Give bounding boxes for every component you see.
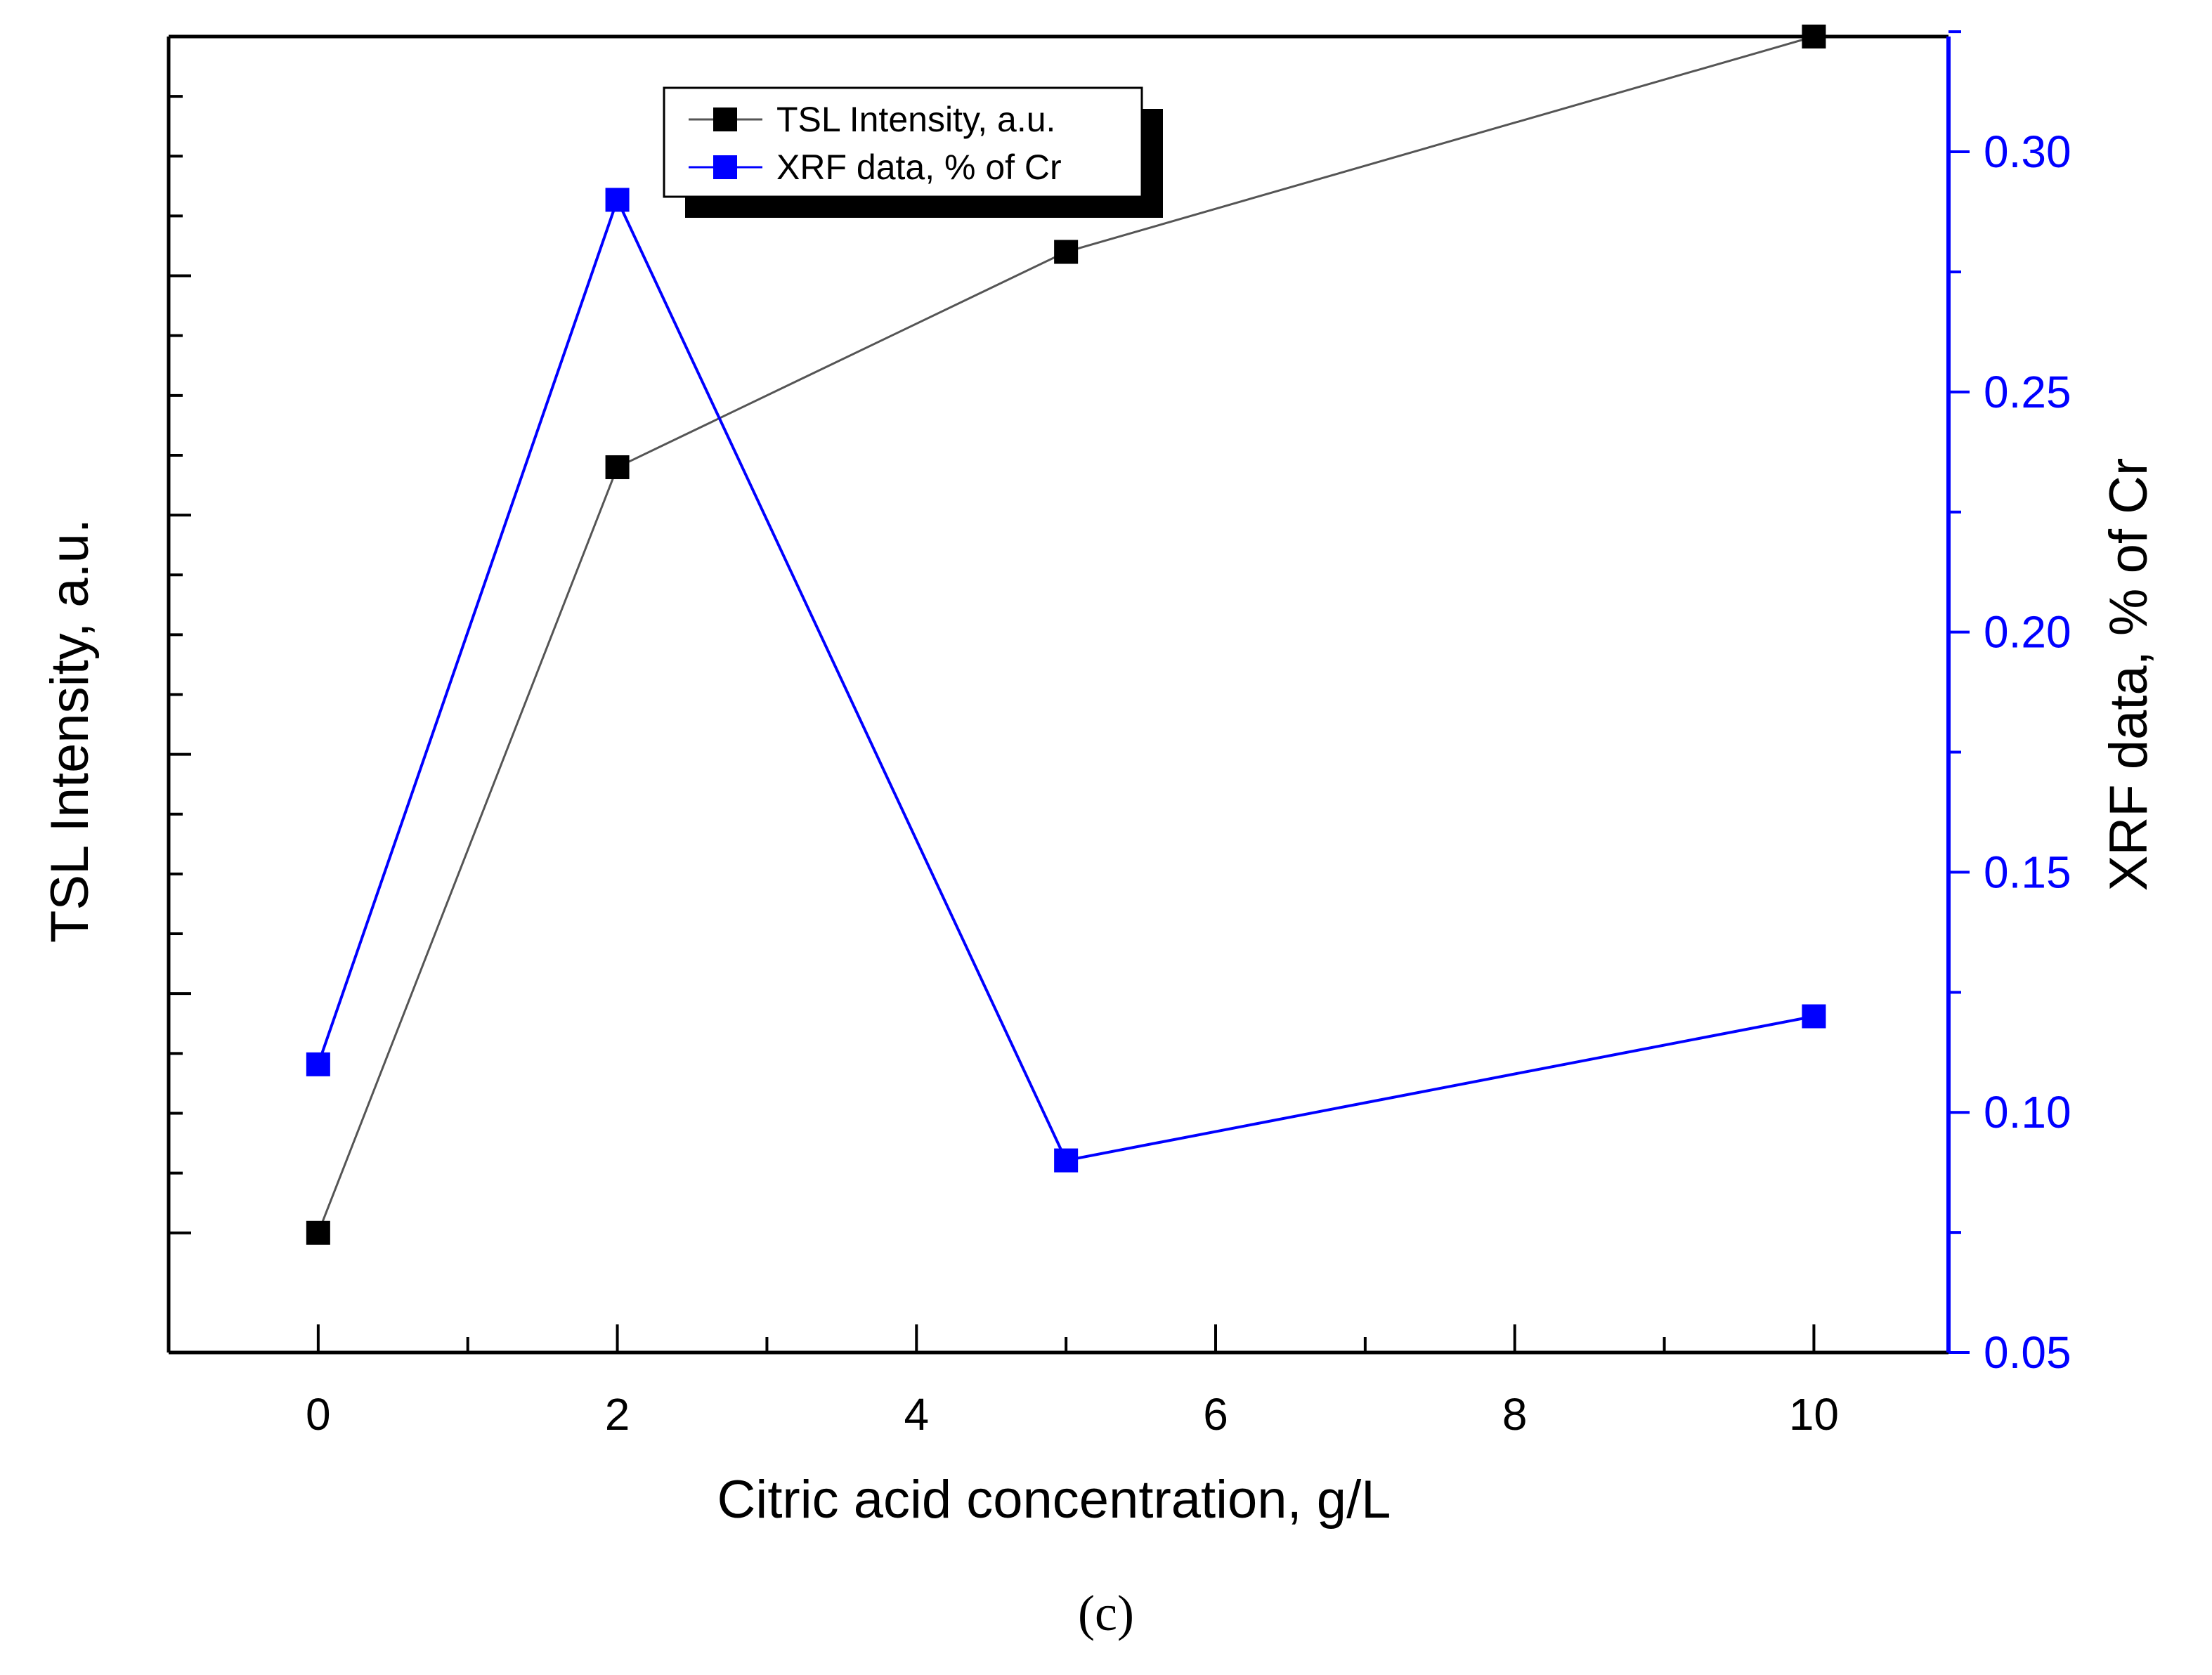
x-tick-label: 6 [1203, 1389, 1228, 1440]
x-axis-title: Citric acid concentration, g/L [717, 1470, 1391, 1530]
data-point-tsl [306, 1220, 330, 1245]
data-point-xrf [1054, 1148, 1079, 1173]
figure-caption: (c) [1078, 1585, 1134, 1641]
x-tick-label: 2 [605, 1389, 630, 1440]
right-tick-label: 0.20 [1984, 607, 2071, 658]
series-line-xrf [316, 196, 1814, 1162]
right-tick-label: 0.25 [1984, 367, 2071, 417]
left-axis-title: TSL Intensity, a.u. [40, 519, 100, 943]
legend-marker [713, 107, 737, 131]
series-line-tsl [317, 35, 1814, 1234]
x-tick-label: 10 [1789, 1389, 1839, 1440]
legend: TSL Intensity, a.u. XRF data, % of Cr [663, 86, 1163, 218]
x-tick-label: 0 [306, 1389, 331, 1440]
data-point-tsl [1054, 240, 1079, 264]
x-tick-label: 4 [904, 1389, 929, 1440]
legend-label: TSL Intensity, a.u. [776, 100, 1055, 139]
data-point-xrf [1802, 1004, 1826, 1029]
series-layer [306, 25, 1826, 1245]
data-point-tsl [605, 455, 630, 479]
data-point-xrf [306, 1052, 330, 1076]
right-tick-label: 0.15 [1984, 847, 2071, 897]
legend-marker [713, 155, 737, 179]
axes: 0 2 4 6 8 10 0.05 0.10 0.15 0.20 0.25 0.30 [167, 30, 2071, 1440]
data-point-tsl [1802, 25, 1826, 48]
right-tick-label: 0.10 [1984, 1087, 2071, 1138]
right-tick-label: 0.05 [1984, 1327, 2071, 1378]
legend-box [663, 86, 1143, 198]
legend-label: XRF data, % of Cr [776, 148, 1062, 187]
right-axis-title: XRF data, % of Cr [2099, 458, 2159, 892]
x-tick-label: 8 [1502, 1389, 1528, 1440]
data-point-xrf [605, 188, 630, 212]
right-tick-label: 0.30 [1984, 126, 2071, 177]
